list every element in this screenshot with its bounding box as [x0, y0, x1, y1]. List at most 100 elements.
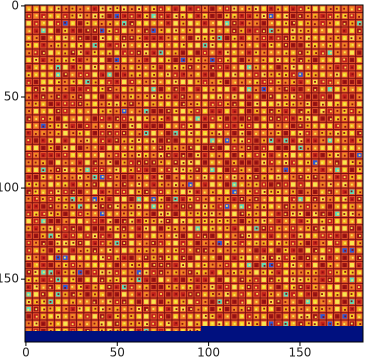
tile-core: [160, 139, 162, 141]
tile-core: [116, 125, 118, 127]
tile-core: [108, 184, 110, 186]
tile-core: [277, 15, 279, 17]
tile-core: [292, 278, 294, 280]
tile-core: [256, 147, 258, 149]
tile-core: [124, 183, 126, 185]
tile-core: [322, 23, 324, 25]
tile-core: [86, 15, 88, 17]
tile-core: [116, 73, 118, 75]
tile-core: [65, 242, 67, 244]
tile-core: [226, 67, 228, 69]
tile-core: [315, 118, 317, 120]
tile-core: [233, 309, 235, 311]
tile-core: [42, 118, 44, 120]
tile-core: [315, 308, 317, 310]
tile-core: [204, 286, 206, 288]
tile-core: [43, 316, 45, 318]
tile-core: [95, 205, 97, 207]
tile-core: [308, 7, 310, 9]
tile-core: [57, 110, 59, 112]
tile-core: [28, 316, 30, 318]
tile-core: [102, 15, 104, 17]
tile-core: [299, 89, 301, 91]
tile-core: [351, 300, 353, 302]
tile-core: [293, 89, 295, 91]
tile-core: [161, 16, 163, 18]
tile-core: [241, 66, 243, 68]
tile-core: [161, 169, 163, 171]
tile-core: [211, 177, 213, 179]
tile-core: [153, 95, 155, 97]
tile-core: [42, 88, 44, 90]
tile-core: [278, 257, 280, 259]
tile-core: [226, 8, 228, 10]
tile-core: [226, 257, 228, 259]
tile-core: [300, 286, 302, 288]
tile-core: [226, 264, 228, 266]
tile-core: [219, 228, 221, 230]
tile-core: [300, 272, 302, 274]
tile-core: [337, 118, 339, 120]
tile-core: [249, 280, 251, 282]
tile-core: [358, 177, 360, 179]
tile-core: [102, 294, 104, 296]
tile-core: [168, 66, 170, 68]
tile-core: [116, 104, 118, 106]
tile-core: [293, 294, 295, 296]
tile-core: [116, 198, 118, 200]
tile-core: [138, 220, 140, 222]
tile-core: [197, 315, 199, 317]
tile-core: [278, 73, 280, 75]
tile-core: [71, 110, 73, 112]
tile-core: [277, 125, 279, 127]
tile-core: [116, 81, 118, 83]
tile-core: [314, 125, 316, 127]
tile-core: [94, 323, 96, 325]
tile-core: [58, 287, 60, 289]
tile-core: [278, 177, 280, 179]
tile-core: [278, 161, 280, 163]
tile-core: [292, 184, 294, 186]
tile-core: [285, 220, 287, 222]
tile-core: [115, 59, 117, 61]
tile-core: [262, 272, 264, 274]
tile-core: [160, 213, 162, 215]
tile-core: [359, 154, 361, 156]
tile-core: [116, 30, 118, 32]
tile-core: [263, 316, 265, 318]
tile-core: [28, 118, 30, 120]
tile-core: [271, 214, 273, 216]
tile-core: [329, 213, 331, 215]
tile-core: [337, 37, 339, 39]
tile-core: [240, 206, 242, 208]
tile-core: [277, 52, 279, 54]
tile-core: [227, 133, 229, 135]
tile-core: [80, 45, 82, 47]
tile-core: [79, 117, 81, 119]
tile-core: [220, 190, 222, 192]
tile-core: [345, 161, 347, 163]
tile-core: [190, 279, 192, 281]
x-tick-label: 150: [289, 346, 312, 360]
tile-core: [204, 66, 206, 68]
tile-core: [101, 191, 103, 193]
tile-core: [102, 88, 104, 90]
tile-core: [227, 301, 229, 303]
tile-core: [65, 37, 67, 39]
tile-core: [153, 199, 155, 201]
x-tick-label: 100: [197, 346, 220, 360]
tile-core: [109, 272, 111, 274]
tile-core: [175, 235, 177, 237]
tile-core: [138, 60, 140, 62]
tile-core: [101, 287, 103, 289]
tile-core: [65, 162, 67, 164]
tile-core: [139, 37, 141, 39]
tile-core: [233, 316, 235, 318]
tile-core: [168, 169, 170, 171]
tile-core: [344, 242, 346, 244]
tile-core: [329, 31, 331, 33]
tile-core: [300, 103, 302, 105]
tile-core: [240, 37, 242, 39]
tile-core: [116, 89, 118, 91]
tile-core: [271, 125, 273, 127]
